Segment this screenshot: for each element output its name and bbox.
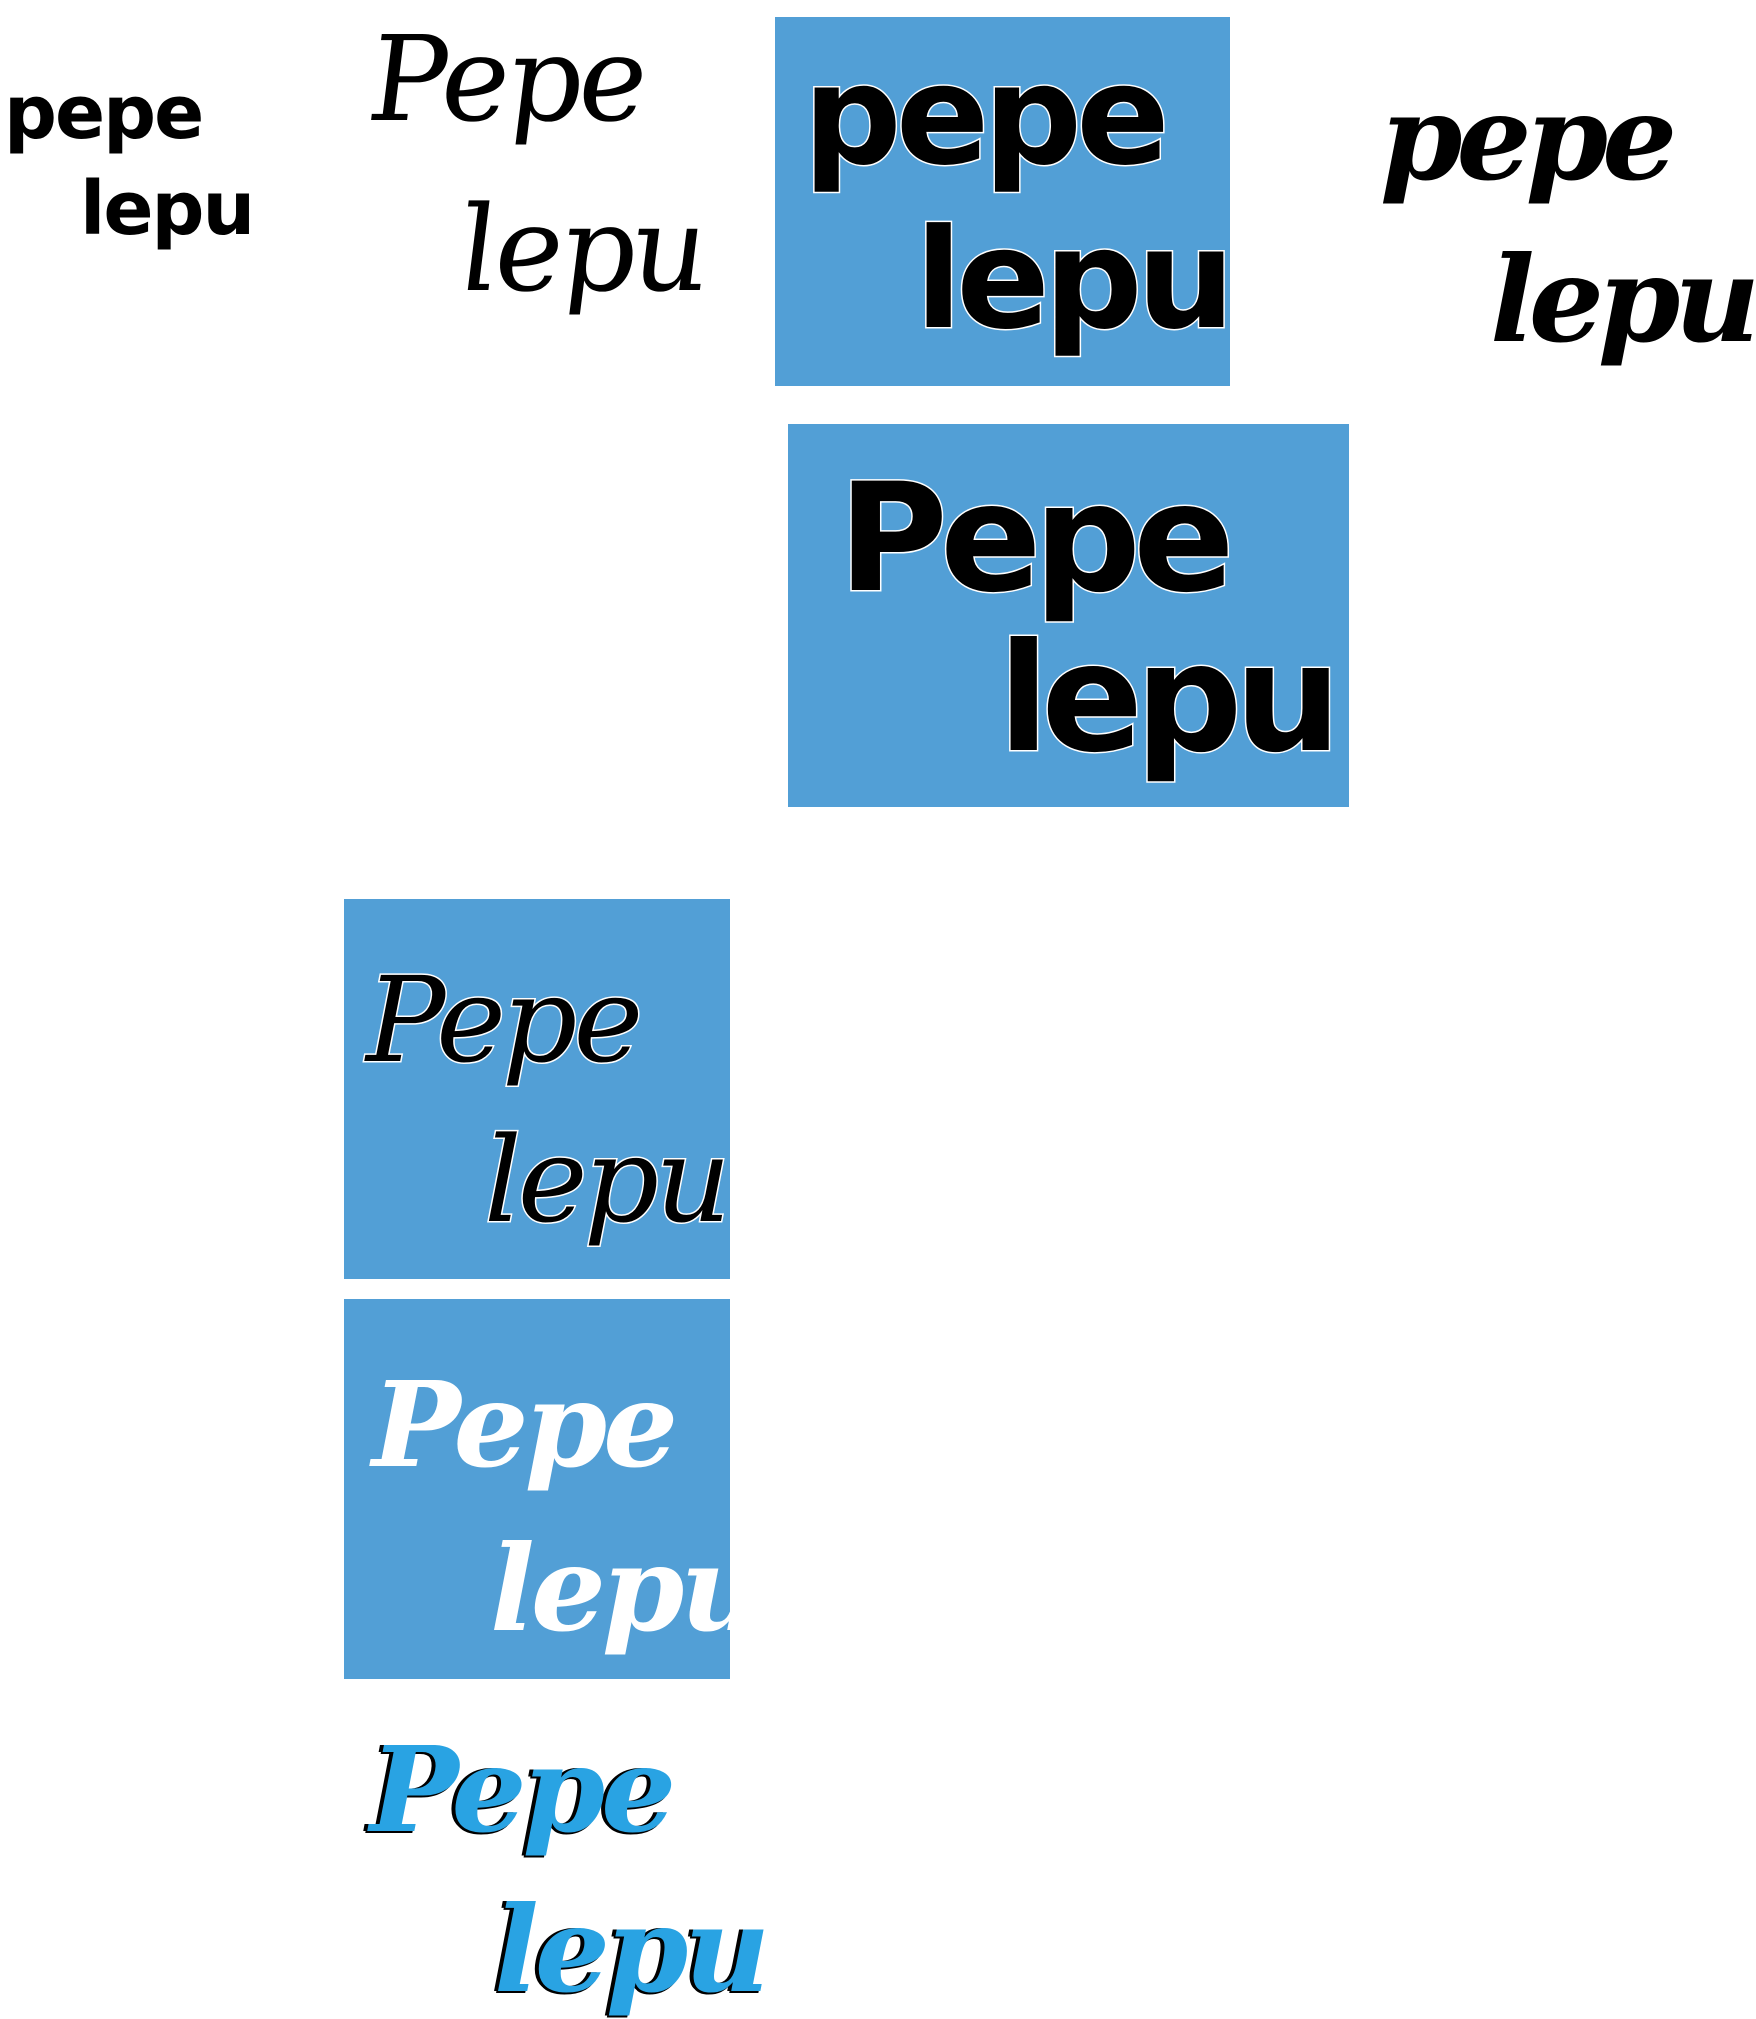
blue-panel (788, 424, 1349, 807)
logo-variant-handwritten: Pepe lepu (360, 10, 708, 370)
logo-line-2: lepu (494, 1880, 770, 2019)
logo-line-1: pepe (4, 70, 204, 156)
logo-variant-blue-panel-wide: Pepe lepu (788, 424, 1349, 807)
blue-panel (344, 899, 730, 1279)
logo-line-1: Pepe (365, 10, 649, 148)
logo-line-1: Pepe (370, 1720, 676, 1859)
logo-variant-blue-panel-bold: pepe lepu (775, 17, 1237, 386)
logo-line-2: lepu (80, 166, 255, 252)
logo-line-2: lepu (914, 198, 1237, 362)
logo-variant-blue-square-white: Pepe lepu (344, 1299, 766, 1679)
blue-panel (775, 17, 1230, 386)
logo-line-1: pepe (802, 34, 1172, 198)
logo-line-1: Pepe (837, 451, 1237, 628)
logo-line-1: pepe (1380, 68, 1677, 207)
logo-line-2: lepu (1490, 230, 1756, 369)
logo-line-2: lepu (482, 1110, 732, 1251)
logo-line-2: lepu (996, 611, 1342, 788)
logo-line-2: lepu (455, 180, 708, 318)
logo-variant-small-sans: pepe lepu (0, 40, 260, 260)
logo-variant-blue-text: Pepe lepu (344, 1720, 770, 2019)
logo-line-1: Pepe (372, 1355, 678, 1494)
logo-variant-bold-italic: pepe lepu (1380, 60, 1756, 380)
blue-panel (344, 1299, 730, 1679)
logo-line-2: lepu (490, 1519, 766, 1658)
logo-line-1: Pepe (364, 950, 644, 1091)
logo-variant-blue-square-black: Pepe lepu (344, 899, 733, 1279)
